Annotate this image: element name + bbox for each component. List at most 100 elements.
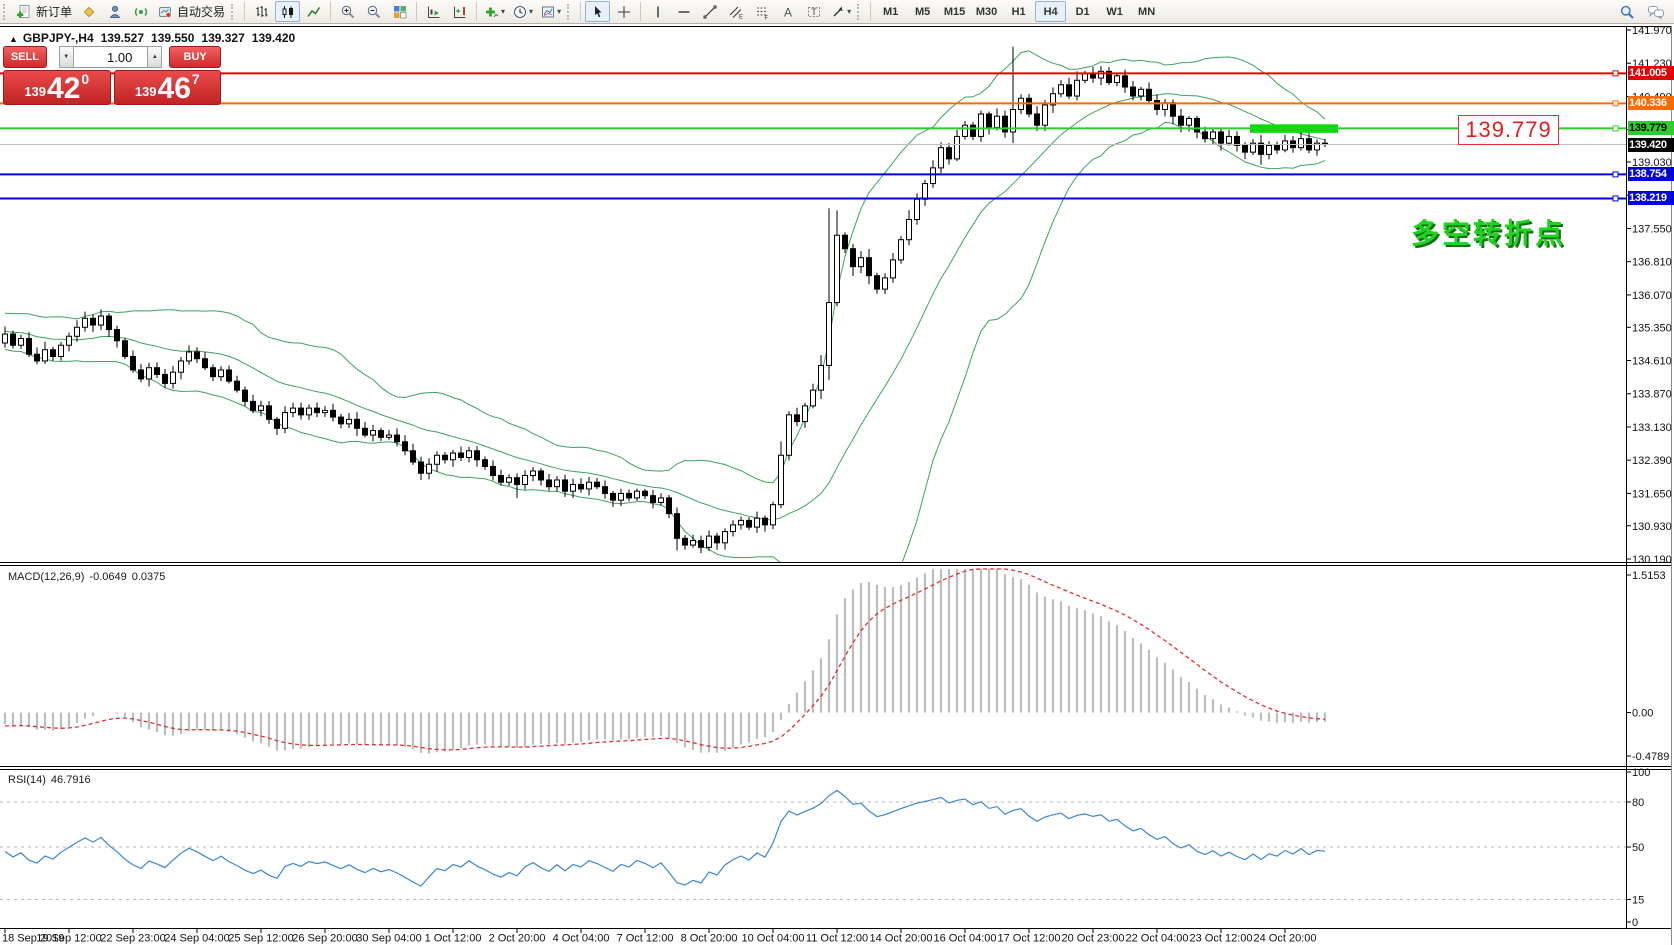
timeframe-d1[interactable]: D1 (1075, 5, 1090, 18)
search-icon (1619, 4, 1635, 20)
volume-decrease-button[interactable]: ▼ (58, 46, 74, 68)
chart-shift-icon (452, 4, 468, 20)
timeframe-mn[interactable]: MN (1138, 5, 1156, 18)
timeframe-w1[interactable]: W1 (1106, 5, 1123, 18)
timeframe-m5[interactable]: M5 (914, 5, 931, 18)
buy-price-main: 46 (157, 72, 191, 105)
toolbar-grip[interactable] (857, 3, 863, 20)
bar-chart-button[interactable] (249, 1, 274, 22)
channel-button[interactable]: E (723, 1, 748, 22)
svg-text:8 Oct 20:00: 8 Oct 20:00 (681, 933, 738, 945)
line-chart-icon (306, 4, 322, 20)
chat-button[interactable] (1643, 1, 1668, 22)
rsi-value: 46.7916 (50, 774, 91, 786)
svg-text:A: A (784, 5, 792, 19)
market-watch-button[interactable] (76, 1, 101, 22)
templates-button[interactable]: ▾ (537, 1, 564, 22)
fibonacci-button[interactable]: F (749, 1, 774, 22)
sell-price-button[interactable]: 139 42 0 (3, 70, 111, 105)
svg-text:131.650: 131.650 (1632, 488, 1672, 500)
toolbar-separator (640, 2, 642, 21)
auto-scroll-button[interactable] (421, 1, 446, 22)
new-order-button[interactable]: 新订单 (13, 1, 75, 22)
dropdown-caret-icon: ▾ (501, 7, 506, 16)
vertical-line-button[interactable] (645, 1, 670, 22)
toolbar-grip[interactable] (231, 3, 237, 20)
collapse-chart-icon[interactable]: ▲ (9, 34, 18, 44)
line-chart-button[interactable] (301, 1, 326, 22)
sell-price-main: 42 (47, 72, 81, 105)
text-label-button[interactable]: T (801, 1, 826, 22)
crosshair-icon (616, 4, 632, 20)
svg-text:0.00: 0.00 (1632, 708, 1653, 720)
toolbar-grip[interactable] (567, 3, 573, 20)
tile-windows-button[interactable] (387, 1, 412, 22)
toolbar-separator (244, 2, 246, 21)
dropdown-caret-icon: ▾ (529, 7, 534, 16)
volume-input[interactable]: 1.00 (73, 46, 148, 68)
toolbar-grip[interactable] (3, 3, 9, 20)
arrows-button[interactable]: ▾ (827, 1, 854, 22)
buy-button[interactable]: BUY (169, 46, 221, 68)
chart-annotation-text[interactable]: 多空转折点 (1411, 218, 1567, 249)
strategy-tester-button[interactable] (102, 1, 127, 22)
signals-icon (133, 4, 149, 20)
zoom-out-button[interactable] (361, 1, 386, 22)
toolbar: 新订单 自动交易 ▾ ▾ ▾ E F A T ▾ (0, 0, 1674, 24)
svg-text:-0.4789: -0.4789 (1632, 751, 1669, 763)
text-button[interactable]: A (775, 1, 800, 22)
signals-button[interactable] (128, 1, 153, 22)
svg-text:130.930: 130.930 (1632, 521, 1672, 533)
svg-text:30 Sep 04:00: 30 Sep 04:00 (356, 933, 421, 945)
indicators-button[interactable]: ▾ (481, 1, 508, 22)
svg-text:7 Oct 12:00: 7 Oct 12:00 (617, 933, 674, 945)
trendline-icon (702, 4, 718, 20)
svg-text:137.550: 137.550 (1632, 223, 1672, 235)
buy-price-button[interactable]: 139 46 7 (113, 70, 221, 105)
svg-text:133.870: 133.870 (1632, 389, 1672, 401)
svg-text:130.190: 130.190 (1632, 554, 1672, 566)
indicators-icon (484, 4, 500, 20)
volume-increase-button[interactable]: ▲ (147, 46, 163, 68)
search-button[interactable] (1614, 1, 1639, 22)
svg-text:4 Oct 04:00: 4 Oct 04:00 (553, 933, 610, 945)
autotrading-button[interactable]: 自动交易 (154, 1, 228, 22)
dropdown-caret-icon: ▾ (847, 7, 852, 16)
price-annotation-box[interactable]: 139.779 (1458, 115, 1559, 145)
zoom-in-button[interactable] (335, 1, 360, 22)
timeframe-m1[interactable]: M1 (882, 5, 899, 18)
periods-button[interactable]: ▾ (509, 1, 536, 22)
cursor-button[interactable] (585, 1, 611, 22)
bar-chart-icon (254, 4, 270, 20)
ohlc-low: 139.327 (201, 31, 245, 45)
svg-text:136.810: 136.810 (1632, 257, 1672, 269)
periods-icon (512, 4, 528, 20)
autotrading-icon (157, 4, 173, 20)
text-icon: A (780, 4, 796, 20)
macd-signal-value: 0.0375 (131, 571, 166, 583)
svg-text:1 Oct 12:00: 1 Oct 12:00 (425, 933, 482, 945)
toolbar-separator (476, 2, 478, 21)
horizontal-line-button[interactable] (671, 1, 696, 22)
new-order-label: 新订单 (36, 5, 73, 19)
svg-text:11 Oct 12:00: 11 Oct 12:00 (806, 933, 868, 945)
chat-icon (1647, 4, 1665, 20)
timeframe-h1[interactable]: H1 (1011, 5, 1026, 18)
svg-text:15: 15 (1632, 895, 1644, 907)
sell-button[interactable]: SELL (3, 46, 47, 68)
timeframe-m15[interactable]: M15 (943, 5, 966, 18)
arrows-icon (830, 4, 846, 20)
vertical-line-icon (650, 4, 666, 20)
svg-text:24 Sep 04:00: 24 Sep 04:00 (164, 933, 229, 945)
trendline-button[interactable] (697, 1, 722, 22)
svg-text:F: F (764, 15, 768, 20)
candle-chart-button[interactable] (275, 1, 301, 22)
one-click-trading-panel: SELL ▼ 1.00 ▲ BUY 139 42 0 139 46 7 (3, 46, 221, 105)
timeframe-h4[interactable]: H4 (1035, 1, 1067, 22)
timeframe-m30[interactable]: M30 (975, 5, 998, 18)
crosshair-button[interactable] (611, 1, 636, 22)
svg-text:E: E (739, 14, 743, 20)
chart-shift-button[interactable] (447, 1, 472, 22)
